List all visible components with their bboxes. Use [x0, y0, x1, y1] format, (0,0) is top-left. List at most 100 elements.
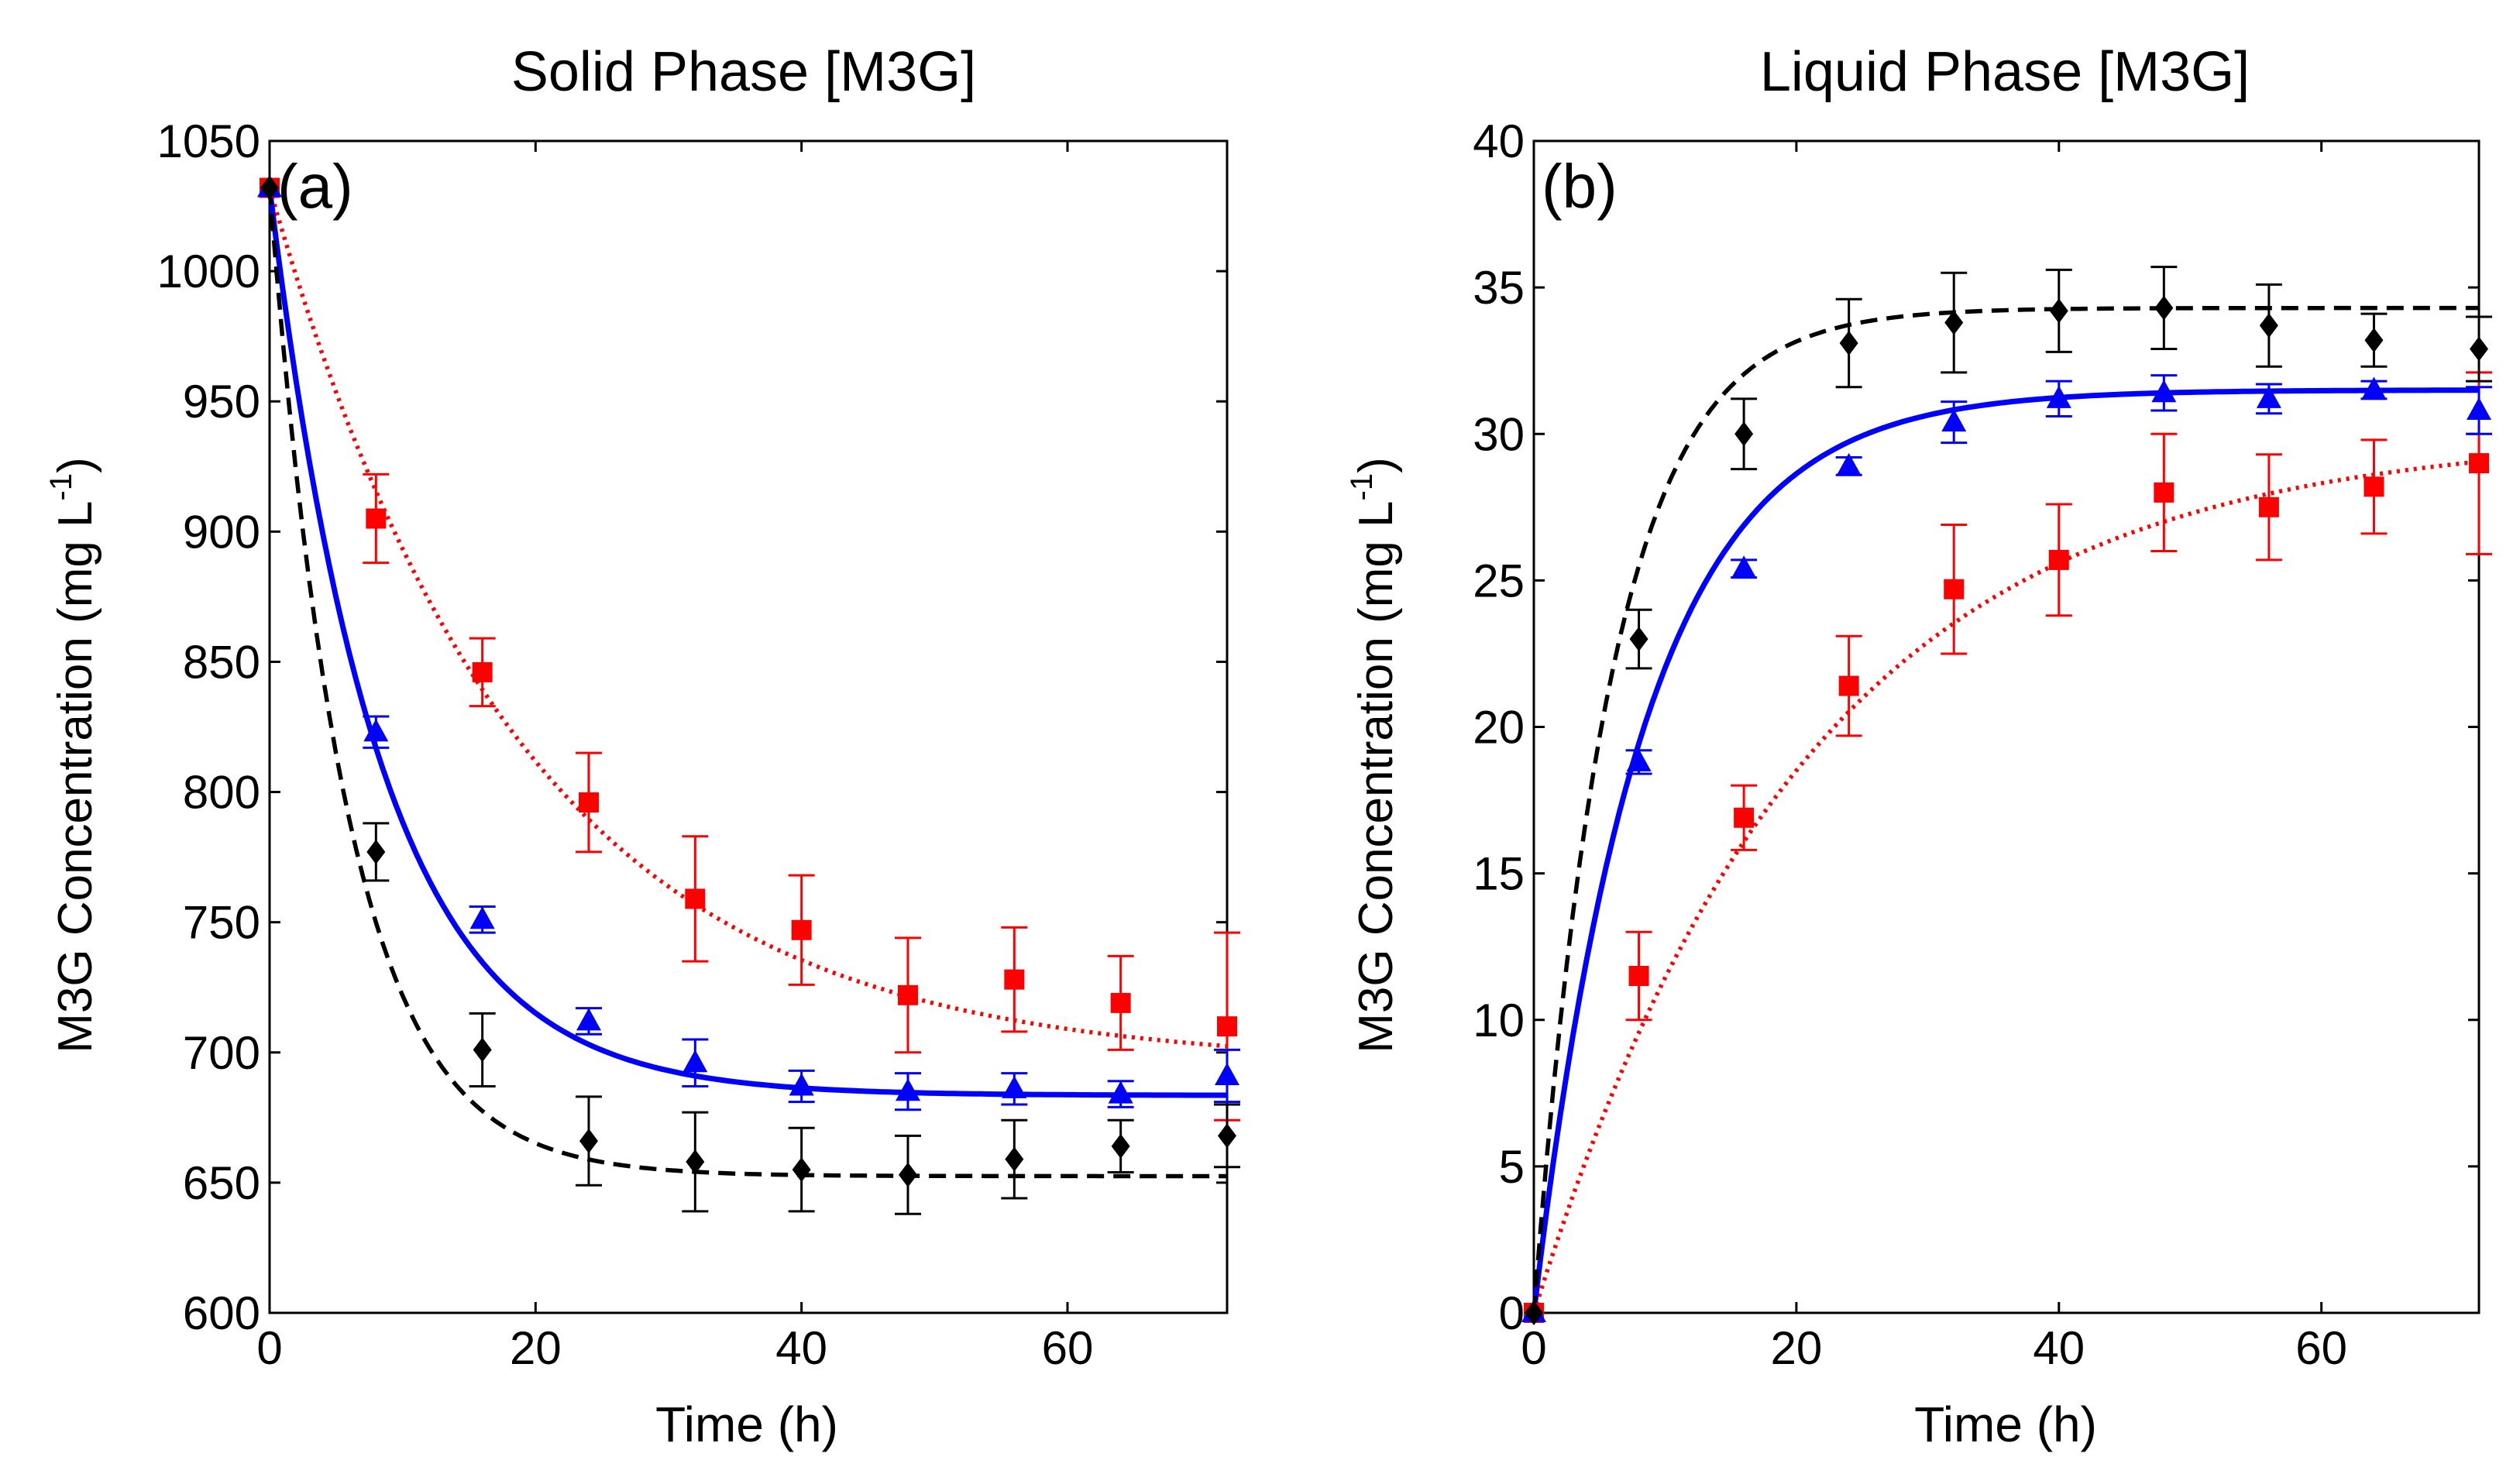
data-point-square [2364, 476, 2384, 497]
chart-title: Liquid Phase [M3G] [1760, 41, 2250, 103]
data-point-diamond [2154, 295, 2174, 321]
data-point-square [1628, 966, 1649, 987]
y-axis-label-main: M3G Concentration (mg L [1349, 500, 1403, 1053]
y-axis-label-sup: -1 [1345, 473, 1379, 501]
x-tick-label: 40 [2033, 1322, 2085, 1374]
y-tick-label: 600 [183, 1287, 260, 1339]
data-point-triangle [896, 1078, 920, 1101]
x-tick-label: 60 [1042, 1322, 1094, 1374]
y-tick-label: 850 [183, 636, 260, 688]
data-point-diamond [1629, 627, 1648, 652]
data-point-diamond [579, 1129, 598, 1154]
data-point-diamond [1218, 1123, 1236, 1149]
y-axis-label-close: ) [1349, 457, 1403, 473]
y-tick-label: 25 [1473, 555, 1525, 606]
data-point-diamond [2259, 313, 2278, 338]
panel-label: (a) [277, 152, 353, 221]
y-tick-label: 35 [1473, 262, 1525, 314]
data-point-diamond [1734, 421, 1754, 447]
x-axis-label: Time (h) [655, 1397, 838, 1452]
data-point-square [1110, 992, 1131, 1013]
data-point-triangle [363, 719, 389, 742]
fit-curve-triangles [1531, 387, 2479, 1314]
data-point-square [898, 984, 918, 1005]
y-tick-label: 0 [1499, 1287, 1525, 1339]
data-point-square [1944, 579, 1965, 600]
fit-curve-diamonds [1532, 305, 2479, 1314]
data-point-square [1004, 969, 1025, 990]
data-point-diamond [899, 1162, 917, 1187]
y-tick-label: 950 [183, 376, 260, 428]
data-point-triangle [1836, 452, 1862, 476]
data-point-triangle [576, 1008, 601, 1031]
y-tick-label: 15 [1473, 848, 1525, 900]
data-point-diamond [1005, 1146, 1024, 1172]
fit-curve-diamonds [267, 187, 1227, 1179]
x-tick-label: 0 [1521, 1322, 1546, 1374]
data-point-triangle [2361, 376, 2387, 400]
data-point-diamond [1525, 1300, 1543, 1325]
plot-area: 0 20 40 60 600 650 700 750 800 850 900 950 1000 1050 [157, 115, 1240, 1374]
fit-curve-squares [267, 187, 1228, 1049]
data-point-diamond [473, 1037, 492, 1063]
y-tick-label: 650 [183, 1157, 260, 1209]
y-axis-label-sup: -1 [44, 473, 78, 501]
data-point-triangle [2256, 385, 2281, 408]
liquid-phase-chart: Liquid Phase [M3G] 0 20 40 60 0 5 10 15 20 25 30 35… [1345, 41, 2492, 1452]
x-tick-label: 0 [256, 1322, 282, 1374]
data-point-diamond [1111, 1133, 1130, 1159]
y-tick-label: 5 [1499, 1141, 1525, 1193]
y-tick-label: 40 [1473, 115, 1525, 167]
data-point-triangle [789, 1073, 814, 1096]
data-point-square [1217, 1016, 1237, 1037]
data-point-diamond [792, 1157, 811, 1183]
fit-curve-triangles [266, 187, 1227, 1098]
data-point-triangle [2151, 380, 2177, 403]
data-point-diamond [686, 1149, 705, 1174]
panel-label: (b) [1542, 152, 1618, 221]
data-point-triangle [1002, 1075, 1027, 1098]
y-tick-label: 20 [1473, 702, 1525, 754]
data-point-triangle [469, 906, 495, 929]
data-point-diamond [2364, 328, 2384, 353]
axes-frame [268, 139, 1229, 1314]
y-tick-label: 1050 [157, 115, 260, 167]
y-axis-label: M3G Concentration (mg L-1) [44, 457, 102, 1053]
y-tick-label: 1000 [157, 246, 260, 297]
data-point-square [2154, 482, 2174, 503]
data-point-diamond [2049, 298, 2068, 324]
y-axis-label-close: ) [49, 457, 102, 473]
data-point-diamond [1839, 330, 1858, 356]
data-point-diamond [1944, 310, 1964, 335]
y-tick-label: 10 [1473, 995, 1525, 1046]
data-point-square [685, 888, 706, 909]
y-tick-label: 750 [183, 897, 260, 949]
y-tick-label: 700 [183, 1027, 260, 1079]
data-point-square [791, 919, 812, 940]
chart-title: Solid Phase [M3G] [511, 41, 976, 103]
data-point-square [472, 661, 493, 682]
data-point-diamond [2470, 336, 2488, 362]
data-point-square [366, 508, 387, 529]
data-point-square [579, 792, 599, 813]
data-point-square [1838, 675, 1859, 696]
data-point-triangle [1626, 748, 1652, 771]
x-tick-label: 20 [510, 1322, 562, 1374]
solid-phase-chart: Solid Phase [M3G] 0 20 40 60 600 650 700 750 800… [44, 41, 1240, 1452]
data-point-square [1734, 807, 1755, 828]
data-point-triangle [2046, 385, 2071, 408]
data-point-triangle [682, 1050, 708, 1073]
data-point-diamond [260, 175, 279, 201]
x-tick-label: 20 [1771, 1322, 1823, 1374]
data-point-square [2048, 549, 2069, 570]
x-tick-label: 40 [775, 1322, 827, 1374]
data-point-triangle [1108, 1080, 1133, 1104]
fit-curve-squares [1532, 459, 2480, 1314]
data-point-diamond [366, 839, 386, 864]
plot-area: 0 20 40 60 0 5 10 15 20 25 30 35 40 [1473, 115, 2492, 1374]
data-point-square [2258, 496, 2279, 517]
data-point-triangle [2467, 397, 2491, 420]
y-axis-label: M3G Concentration (mg L-1) [1345, 457, 1403, 1053]
data-point-square [2469, 453, 2489, 474]
